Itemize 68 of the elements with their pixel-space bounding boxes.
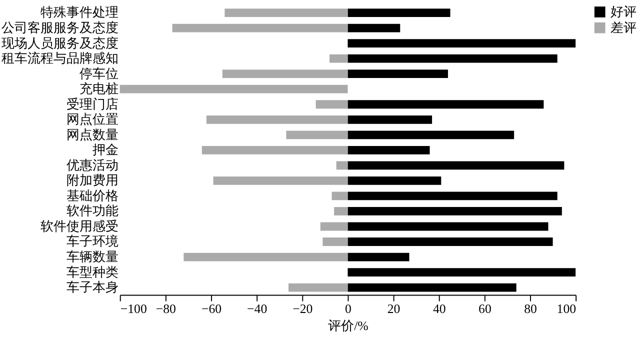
bar [316,100,348,109]
y-tick-label: 附加费用 [66,174,118,188]
x-tick-label: 40 [432,302,446,316]
bar [184,252,348,262]
bar [348,24,400,32]
bar [348,207,562,216]
bar [172,24,348,32]
bar [348,268,576,276]
x-tick-label: −80 [156,302,176,316]
x-tick-label: 60 [478,302,492,316]
y-tick-label: 押金 [92,143,118,158]
bar [330,54,348,63]
y-tick-label: 车子环境 [66,234,118,249]
bar [348,8,450,17]
x-tick-label: 100 [556,302,576,316]
y-tick-label: 车型种类 [66,265,118,280]
x-tick-label: 80 [524,302,537,316]
bar [224,8,348,17]
bar [348,130,514,140]
bar [348,39,576,48]
y-tick-label: 网点位置 [66,112,118,127]
y-tick-label: 车辆数量 [66,250,118,264]
bar [348,70,448,78]
x-tick-label: 0 [345,302,352,316]
y-tick-label: 网点数量 [66,128,118,142]
y-tick-label: 优惠活动 [66,158,118,172]
bar [322,238,348,246]
y-tick-label: 受理门店 [66,96,118,112]
bar [348,252,410,262]
bar [348,238,553,246]
bar [348,100,544,109]
bar [332,192,348,200]
x-tick-label: 20 [387,302,400,316]
y-tick-label: 软件功能 [66,204,118,218]
bar [348,283,516,292]
bar [348,115,432,124]
x-tick-label: −60 [201,302,222,316]
y-tick-label: 停车位 [79,66,118,81]
legend-label: 好评 [610,4,636,19]
bar [120,84,348,94]
x-axis-title: 评价/% [328,318,369,333]
y-tick-label: 租车流程与品牌感知 [1,50,118,66]
legend-label: 差评 [610,20,636,35]
bar [336,161,348,170]
y-tick-label: 公司客服服务及态度 [1,20,118,36]
bar [222,70,348,78]
y-tick-label: 基础价格 [66,188,118,203]
x-tick-label: −100 [120,302,147,316]
y-tick-label: 车子本身 [66,280,118,295]
x-tick-label: −20 [292,302,313,316]
bar [348,161,564,170]
bar [348,222,548,231]
bar [334,207,348,216]
bar [348,176,442,185]
bar [202,146,348,154]
x-tick-label: −40 [247,302,268,316]
y-tick-label: 充电桩 [79,82,118,96]
y-tick-label: 软件使用感受 [40,219,118,234]
bar [348,192,558,200]
bar [288,283,348,292]
bar [348,54,558,63]
y-tick-label: 现场人员服务及态度 [1,35,118,50]
bar [206,115,348,124]
bar [286,130,348,140]
bar [320,222,348,231]
y-tick-label: 特殊事件处理 [40,6,118,20]
bar [213,176,348,185]
bar [348,146,430,154]
